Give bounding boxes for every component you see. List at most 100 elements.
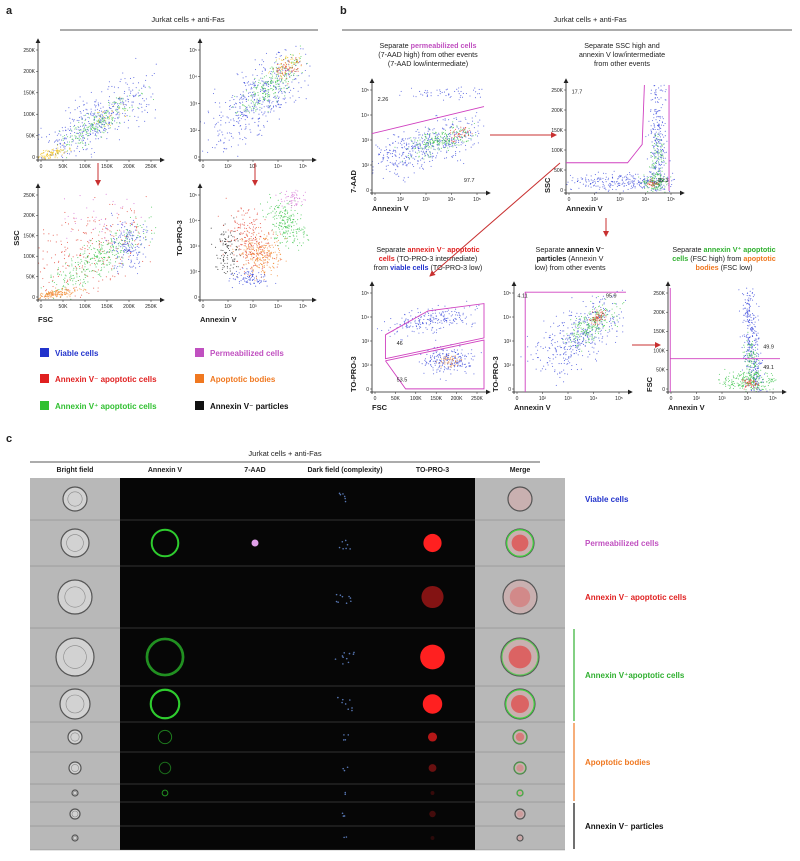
- event-dot: [454, 134, 455, 135]
- event-dot: [72, 141, 73, 142]
- y-tick-label: 10³: [190, 244, 198, 250]
- event-dot: [81, 140, 82, 141]
- event-dot: [239, 246, 240, 247]
- event-dot: [479, 93, 480, 94]
- event-dot: [443, 147, 444, 148]
- event-dot: [474, 87, 475, 88]
- event-dot: [132, 244, 133, 245]
- event-dot: [305, 54, 306, 55]
- event-dot: [79, 136, 80, 137]
- event-dot: [52, 154, 53, 155]
- event-dot: [94, 256, 95, 257]
- event-dot: [130, 223, 131, 224]
- event-dot: [461, 142, 462, 143]
- event-dot: [655, 162, 656, 163]
- event-dot: [397, 173, 398, 174]
- event-dot: [281, 69, 282, 70]
- event-dot: [278, 68, 279, 69]
- event-dot: [423, 144, 424, 145]
- event-dot: [111, 238, 112, 239]
- event-dot: [274, 209, 275, 210]
- event-dot: [76, 136, 77, 137]
- event-dot: [262, 260, 263, 261]
- event-dot: [268, 100, 269, 101]
- event-dot: [257, 280, 258, 281]
- event-dot: [470, 131, 471, 132]
- event-dot: [436, 139, 437, 140]
- event-dot: [282, 220, 283, 221]
- event-dot: [71, 231, 72, 232]
- event-dot: [267, 247, 268, 248]
- event-dot: [99, 110, 100, 111]
- event-dot: [219, 130, 220, 131]
- event-dot: [418, 161, 419, 162]
- event-dot: [629, 172, 630, 173]
- event-dot: [448, 143, 449, 144]
- event-dot: [285, 49, 286, 50]
- event-dot: [293, 196, 294, 197]
- event-dot: [622, 180, 623, 181]
- event-dot: [133, 96, 134, 97]
- event-dot: [47, 251, 48, 252]
- event-dot: [653, 117, 654, 118]
- event-dot: [103, 264, 104, 265]
- event-dot: [294, 71, 295, 72]
- event-dot: [640, 183, 641, 184]
- event-dot: [252, 92, 253, 93]
- event-dot: [245, 258, 246, 259]
- event-dot: [258, 249, 259, 250]
- event-dot: [114, 255, 115, 256]
- event-dot: [258, 260, 259, 261]
- event-dot: [281, 259, 282, 260]
- event-dot: [100, 276, 101, 277]
- event-dot: [109, 124, 110, 125]
- event-dot: [248, 260, 249, 261]
- event-dot: [119, 113, 120, 114]
- event-dot: [271, 230, 272, 231]
- event-dot: [64, 218, 65, 219]
- event-dot: [98, 105, 99, 106]
- event-dot: [136, 87, 137, 88]
- y-tick-label: 10³: [362, 138, 370, 144]
- event-dot: [653, 188, 654, 189]
- event-dot: [39, 156, 40, 157]
- event-dot: [272, 211, 273, 212]
- event-dot: [256, 241, 257, 242]
- event-dot: [658, 158, 659, 159]
- event-dot: [110, 108, 111, 109]
- event-dot: [243, 278, 244, 279]
- event-dot: [88, 114, 89, 115]
- event-dot: [291, 58, 292, 59]
- event-dot: [451, 142, 452, 143]
- event-dot: [454, 132, 455, 133]
- event-dot: [94, 197, 95, 198]
- event-dot: [247, 282, 248, 283]
- event-dot: [276, 205, 277, 206]
- event-dot: [256, 88, 257, 89]
- event-dot: [650, 180, 651, 181]
- event-dot: [133, 203, 134, 204]
- event-dot: [423, 169, 424, 170]
- event-dot: [663, 150, 664, 151]
- event-dot: [655, 89, 656, 90]
- event-dot: [128, 256, 129, 257]
- event-dot: [261, 274, 262, 275]
- event-dot: [238, 227, 239, 228]
- description-segment: annexin V low/intermediate: [579, 50, 665, 59]
- event-dot: [633, 178, 634, 179]
- event-dot: [229, 241, 230, 242]
- event-dot: [271, 88, 272, 89]
- event-dot: [281, 226, 282, 227]
- event-dot: [235, 231, 236, 232]
- event-dot: [251, 242, 252, 243]
- event-dot: [442, 128, 443, 129]
- event-dot: [102, 245, 103, 246]
- event-dot: [445, 145, 446, 146]
- event-dot: [272, 224, 273, 225]
- event-dot: [453, 132, 454, 133]
- event-dot: [570, 189, 571, 190]
- event-dot: [270, 78, 271, 79]
- event-dot: [40, 271, 41, 272]
- event-dot: [644, 188, 645, 189]
